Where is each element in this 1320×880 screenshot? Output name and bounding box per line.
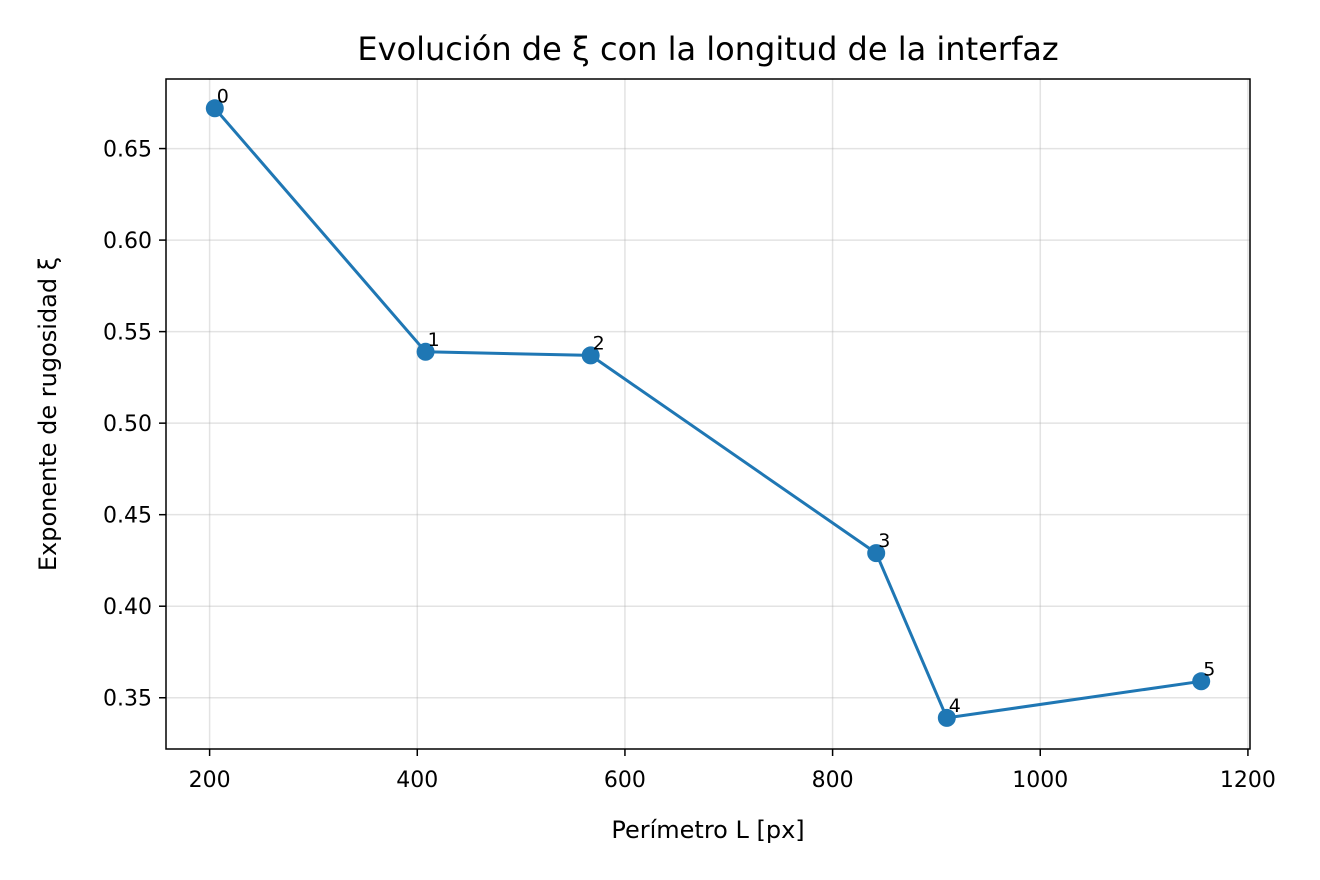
series-line — [213, 107, 1202, 720]
point-label: 0 — [217, 85, 229, 107]
data-point — [581, 346, 600, 365]
data-point — [937, 708, 956, 727]
y-axis: 0.35 0.40 0.45 0.50 0.55 0.60 0.65 — [103, 138, 166, 712]
x-tick-label: 200 — [189, 768, 231, 793]
data-point — [867, 544, 886, 563]
data-points: 0 1 2 3 4 5 — [205, 85, 1215, 727]
point-label: 5 — [1203, 658, 1215, 680]
x-tick-label: 600 — [604, 768, 646, 793]
point-label: 2 — [593, 332, 605, 354]
x-tick-label: 1000 — [1012, 768, 1068, 793]
x-tick-label: 1200 — [1220, 768, 1276, 793]
plot-frame — [165, 78, 1251, 750]
y-tick-label: 0.35 — [103, 687, 152, 712]
y-tick-label: 0.45 — [103, 504, 152, 529]
y-tick-label: 0.50 — [103, 412, 152, 437]
y-tick-label: 0.55 — [103, 321, 152, 346]
x-tick-label: 400 — [396, 768, 438, 793]
data-point — [205, 99, 224, 118]
point-label: 3 — [878, 530, 890, 552]
data-point — [1192, 672, 1211, 691]
x-axis: 200 400 600 800 1000 1200 — [189, 749, 1276, 793]
chart-title: Evolución de ξ con la longitud de la int… — [357, 30, 1058, 68]
data-point — [416, 342, 435, 361]
point-label: 4 — [949, 695, 961, 717]
y-tick-label: 0.60 — [103, 229, 152, 254]
x-tick-label: 800 — [812, 768, 854, 793]
y-tick-label: 0.65 — [103, 138, 152, 163]
grid — [166, 79, 1250, 749]
y-axis-label: Exponente de rugosidad ξ — [34, 257, 62, 571]
x-axis-label: Perímetro L [px] — [611, 816, 804, 844]
point-label: 1 — [428, 329, 440, 351]
y-tick-label: 0.40 — [103, 595, 152, 620]
